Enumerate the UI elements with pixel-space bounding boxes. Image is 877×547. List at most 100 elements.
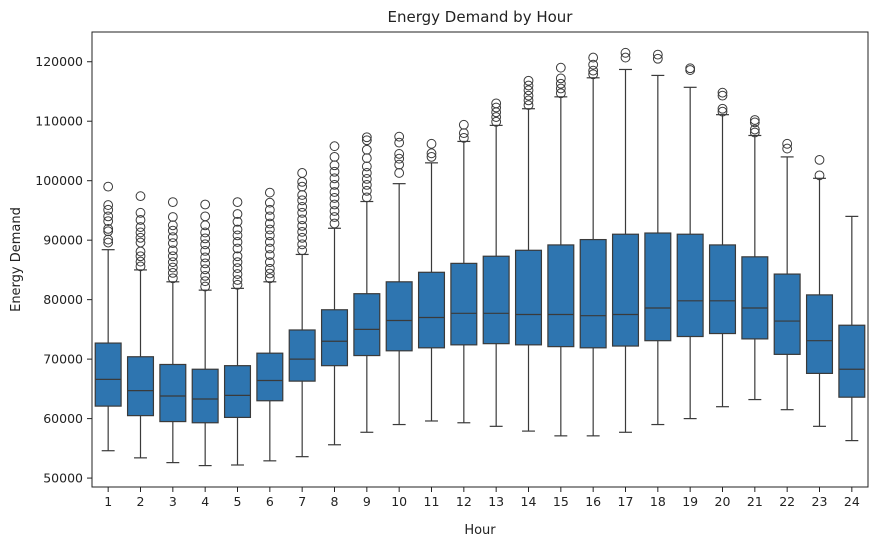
outlier-point bbox=[329, 152, 340, 162]
outlier-point bbox=[652, 49, 663, 60]
outlier-point bbox=[135, 232, 146, 243]
outlier-point bbox=[167, 232, 178, 243]
outlier-point bbox=[523, 75, 534, 86]
iqr-box bbox=[644, 232, 672, 342]
outlier-point bbox=[394, 149, 405, 159]
outlier-point bbox=[167, 251, 178, 262]
outlier-point bbox=[329, 141, 340, 152]
outlier-point bbox=[555, 88, 566, 99]
x-tick-label: 23 bbox=[812, 494, 828, 509]
outlier-point bbox=[264, 224, 275, 235]
outlier-point bbox=[329, 173, 340, 184]
outlier-point bbox=[167, 225, 178, 236]
outlier-point bbox=[814, 154, 825, 165]
outlier-point bbox=[200, 270, 211, 281]
outlier-point bbox=[167, 238, 178, 249]
y-tick-label: 70000 bbox=[43, 352, 83, 367]
outlier-point bbox=[782, 143, 793, 154]
x-tick-label: 15 bbox=[553, 494, 569, 509]
outlier-point bbox=[394, 153, 405, 164]
outlier-point bbox=[264, 230, 275, 241]
outlier-point bbox=[264, 197, 275, 208]
outlier-point bbox=[135, 237, 146, 248]
outlier-point bbox=[749, 117, 760, 128]
outlier-point bbox=[232, 197, 243, 208]
iqr-box bbox=[708, 244, 737, 335]
outlier-point bbox=[361, 144, 372, 155]
outlier-point bbox=[749, 124, 760, 135]
outlier-point bbox=[232, 230, 243, 241]
outlier-point bbox=[297, 195, 308, 206]
outlier-point bbox=[297, 239, 308, 250]
x-axis-label: Hour bbox=[464, 523, 496, 538]
box-group-hour-16 bbox=[579, 52, 607, 437]
outlier-point bbox=[200, 199, 211, 210]
outlier-point bbox=[782, 138, 793, 149]
outlier-point bbox=[361, 185, 372, 196]
outlier-point bbox=[749, 115, 760, 125]
iqr-box bbox=[838, 324, 866, 398]
outlier-point bbox=[232, 237, 243, 247]
outlier-point bbox=[523, 80, 534, 91]
outlier-point bbox=[200, 264, 211, 275]
outlier-point bbox=[555, 83, 566, 94]
x-tick-label: 1 bbox=[104, 494, 112, 509]
y-tick-label: 90000 bbox=[43, 233, 83, 248]
outlier-point bbox=[394, 137, 405, 148]
iqr-box bbox=[482, 255, 510, 345]
box-group-hour-9 bbox=[353, 132, 381, 433]
outlier-point bbox=[555, 62, 566, 73]
outlier-point bbox=[264, 243, 275, 254]
outlier-point bbox=[426, 138, 437, 149]
outlier-point bbox=[717, 87, 728, 98]
iqr-box bbox=[450, 262, 478, 346]
outlier-point bbox=[297, 181, 308, 192]
box-group-hour-6 bbox=[256, 187, 284, 462]
x-tick-label: 7 bbox=[298, 494, 306, 509]
outlier-point bbox=[200, 252, 211, 263]
outlier-point bbox=[361, 153, 372, 163]
box-group-hour-8 bbox=[320, 141, 349, 446]
outlier-point bbox=[103, 181, 114, 192]
outlier-point bbox=[523, 100, 534, 111]
outlier-point bbox=[232, 263, 243, 274]
plot-area bbox=[94, 47, 866, 467]
outlier-point bbox=[103, 216, 114, 227]
y-tick-label: 50000 bbox=[43, 471, 83, 486]
iqr-box bbox=[94, 342, 122, 407]
outlier-point bbox=[361, 174, 372, 184]
iqr-box bbox=[514, 249, 543, 346]
outlier-point bbox=[491, 102, 502, 113]
outlier-point bbox=[329, 160, 340, 171]
outlier-point bbox=[200, 239, 211, 250]
x-tick-label: 22 bbox=[779, 494, 795, 509]
outlier-point bbox=[135, 222, 146, 232]
iqr-box bbox=[417, 271, 446, 349]
iqr-box bbox=[385, 281, 413, 352]
outlier-point bbox=[167, 220, 178, 231]
plot-frame bbox=[91, 31, 869, 488]
outlier-point bbox=[167, 267, 178, 278]
outlier-point bbox=[652, 53, 663, 64]
outlier-point bbox=[426, 152, 437, 162]
outlier-point bbox=[264, 250, 275, 260]
outlier-point bbox=[588, 65, 599, 76]
outlier-point bbox=[264, 237, 275, 247]
outlier-point bbox=[458, 119, 469, 130]
outlier-point bbox=[232, 216, 243, 227]
outlier-point bbox=[103, 200, 114, 210]
outlier-point bbox=[458, 132, 469, 143]
box-group-hour-5 bbox=[223, 197, 252, 466]
box-group-hour-14 bbox=[514, 75, 543, 432]
box-group-hour-24 bbox=[838, 215, 866, 442]
iqr-box bbox=[611, 233, 640, 347]
outlier-point bbox=[200, 233, 211, 244]
outlier-point bbox=[200, 227, 211, 238]
outlier-point bbox=[297, 232, 308, 243]
outlier-point bbox=[135, 251, 146, 262]
outlier-point bbox=[620, 47, 631, 58]
outlier-point bbox=[167, 197, 178, 208]
outlier-point bbox=[523, 85, 534, 96]
y-axis: 50000 60000 70000 80000 90000 100000 110000 120… bbox=[35, 54, 92, 486]
